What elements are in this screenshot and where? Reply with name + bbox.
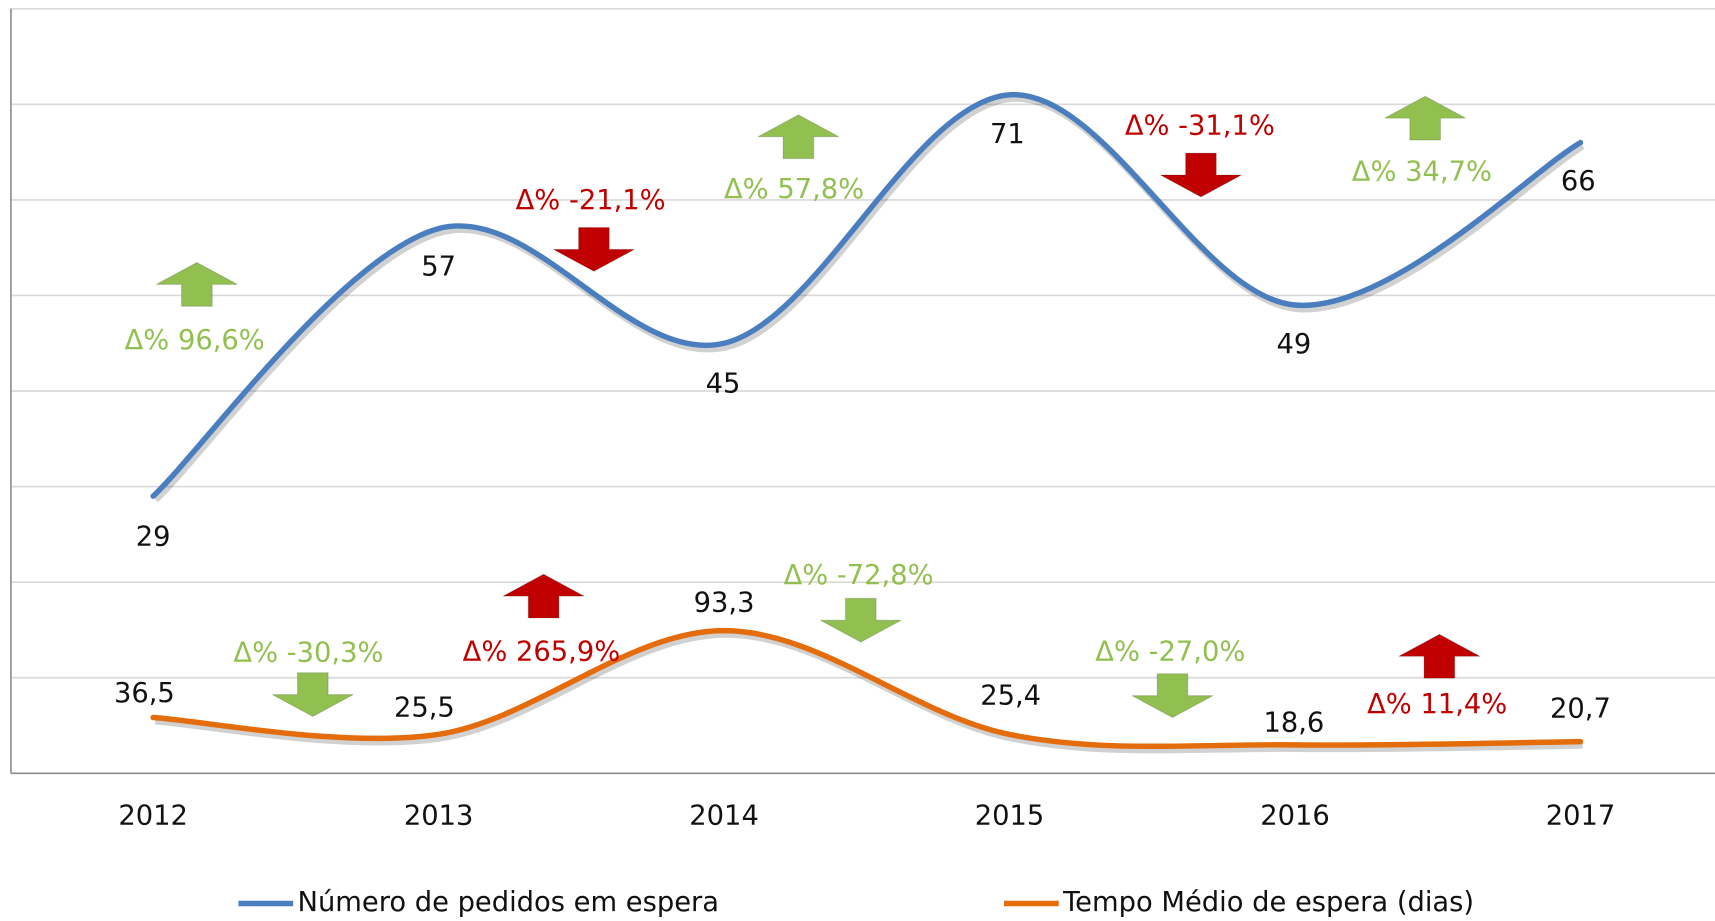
data-label: 66 <box>1561 166 1596 197</box>
data-label: 57 <box>421 252 456 283</box>
annotation-arrow <box>502 573 585 619</box>
x-tick-label: 2014 <box>689 801 759 832</box>
x-tick-label: 2016 <box>1260 801 1330 832</box>
annotation-text: Δ% -30,3% <box>233 638 383 669</box>
annotation-arrow <box>820 597 902 643</box>
data-label: 25,4 <box>980 680 1041 711</box>
annotation-text: Δ% -27,0% <box>1095 637 1245 668</box>
annotation-text: Δ% -31,1% <box>1125 110 1275 141</box>
series-line <box>150 92 1584 499</box>
data-label: 45 <box>706 369 741 400</box>
annotation-text: Δ% 265,9% <box>463 637 621 668</box>
x-tick-label: 2017 <box>1546 801 1616 832</box>
annotation-text: Δ% 96,6% <box>125 325 265 356</box>
annotation-arrow <box>757 114 840 160</box>
annotation-text: Δ% -72,8% <box>784 560 934 591</box>
annotation-text: Δ% 34,7% <box>1352 156 1492 187</box>
data-label: 93,3 <box>694 587 755 618</box>
annotation-arrow <box>1398 633 1481 679</box>
annotation-text: Δ% 57,8% <box>724 174 864 205</box>
annotation-arrow <box>156 261 238 307</box>
x-tick-label: 2015 <box>975 801 1045 832</box>
data-label: 71 <box>990 119 1025 150</box>
annotation-text: Δ% 11,4% <box>1367 689 1507 720</box>
data-label: 20,7 <box>1550 693 1611 724</box>
annotation-arrow <box>272 672 354 718</box>
annotation-arrow <box>1384 95 1466 141</box>
data-label: 29 <box>136 522 171 553</box>
line-shadow <box>152 94 1585 503</box>
x-tick-label: 2012 <box>118 801 188 832</box>
legend-label: Tempo Médio de espera (dias) <box>1062 887 1474 918</box>
annotation-arrow <box>1160 152 1242 198</box>
data-label: 36,5 <box>114 678 175 709</box>
annotation-text: Δ% -21,1% <box>516 185 666 216</box>
annotation-arrow <box>1131 673 1214 719</box>
x-tick-label: 2013 <box>404 801 474 832</box>
annotation-arrow <box>553 226 635 272</box>
legend-label: Número de pedidos em espera <box>298 887 720 918</box>
data-label: 49 <box>1277 329 1312 360</box>
data-label: 25,5 <box>394 692 455 723</box>
data-label: 18,6 <box>1263 708 1324 739</box>
series-line <box>150 627 1584 750</box>
